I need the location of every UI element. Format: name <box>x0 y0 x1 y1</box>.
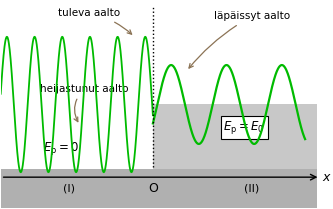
Text: $E_{\mathrm{p}} = E_0$: $E_{\mathrm{p}} = E_0$ <box>223 119 265 136</box>
Text: O: O <box>148 182 158 195</box>
Bar <box>1 169 317 208</box>
Text: heijastunut aalto: heijastunut aalto <box>40 84 129 122</box>
Text: $x$: $x$ <box>322 171 332 184</box>
Bar <box>153 104 317 169</box>
Text: $E_{\mathrm{p}} = 0$: $E_{\mathrm{p}} = 0$ <box>43 140 79 157</box>
Text: läpäissyt aalto: läpäissyt aalto <box>189 11 290 68</box>
Text: (II): (II) <box>244 184 259 194</box>
Text: (I): (I) <box>63 184 75 194</box>
Text: tuleva aalto: tuleva aalto <box>58 8 132 34</box>
